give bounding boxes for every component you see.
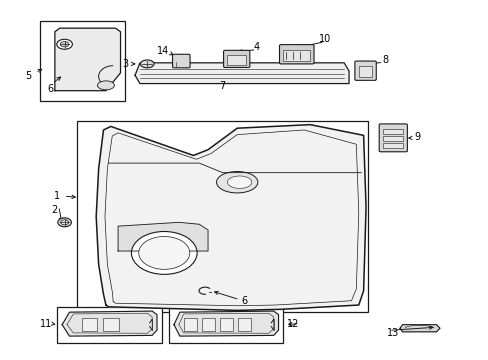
Polygon shape [135,63,348,84]
Text: 5: 5 [25,71,31,81]
Text: 4: 4 [253,42,259,52]
Bar [81,318,97,331]
Ellipse shape [216,171,257,193]
Ellipse shape [131,231,197,274]
Bar [358,66,372,77]
Ellipse shape [61,220,68,225]
Polygon shape [96,125,366,310]
FancyBboxPatch shape [279,45,313,64]
Ellipse shape [139,237,189,269]
Text: 13: 13 [386,328,398,338]
Text: 8: 8 [382,55,388,64]
Text: 2: 2 [51,205,57,215]
FancyBboxPatch shape [354,61,375,80]
FancyBboxPatch shape [172,54,190,68]
FancyBboxPatch shape [378,124,407,152]
Bar [382,129,403,134]
Ellipse shape [97,81,114,90]
FancyBboxPatch shape [223,50,249,67]
Polygon shape [118,222,207,251]
Ellipse shape [227,176,251,189]
Ellipse shape [140,60,154,68]
Bar [382,136,403,141]
Text: 3: 3 [122,59,128,69]
Bar [219,318,233,331]
Text: 12: 12 [286,319,299,329]
Text: 6: 6 [47,84,53,94]
Bar [77,121,368,312]
Bar [237,318,251,331]
Text: 1: 1 [54,191,60,201]
Text: 14: 14 [156,46,168,56]
Text: 9: 9 [413,132,419,142]
Bar [169,307,283,342]
Bar [57,307,162,342]
Text: 11: 11 [40,319,52,329]
Text: 6: 6 [241,296,247,306]
Polygon shape [55,28,120,91]
Polygon shape [399,325,439,332]
Text: 7: 7 [219,81,225,91]
Bar [283,50,309,61]
Polygon shape [174,311,278,336]
Bar [201,318,215,331]
Bar [103,318,119,331]
Bar [40,21,125,102]
Bar [227,55,245,64]
Bar [183,318,197,331]
Ellipse shape [57,39,72,49]
Bar [382,143,403,148]
Polygon shape [62,311,157,336]
Ellipse shape [60,41,69,47]
Ellipse shape [58,218,71,227]
Text: 10: 10 [318,34,330,44]
